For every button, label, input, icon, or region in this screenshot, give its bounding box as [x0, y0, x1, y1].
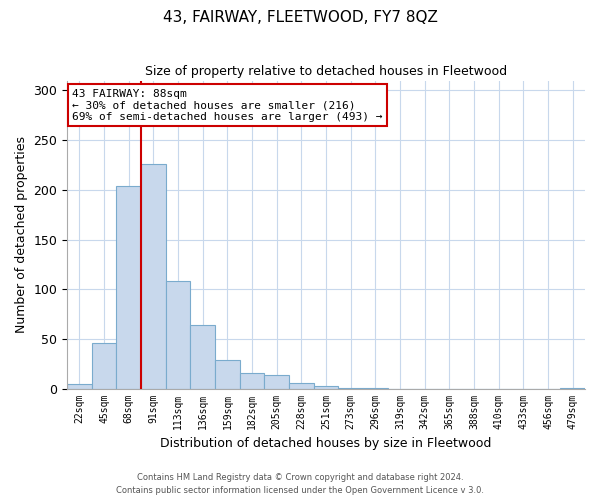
Bar: [289, 382, 314, 388]
Bar: [67, 384, 92, 388]
Bar: [240, 372, 265, 388]
Text: 43, FAIRWAY, FLEETWOOD, FY7 8QZ: 43, FAIRWAY, FLEETWOOD, FY7 8QZ: [163, 10, 437, 25]
Bar: [215, 360, 240, 388]
X-axis label: Distribution of detached houses by size in Fleetwood: Distribution of detached houses by size …: [160, 437, 492, 450]
Bar: [265, 374, 289, 388]
Text: Contains HM Land Registry data © Crown copyright and database right 2024.
Contai: Contains HM Land Registry data © Crown c…: [116, 474, 484, 495]
Text: 43 FAIRWAY: 88sqm
← 30% of detached houses are smaller (216)
69% of semi-detache: 43 FAIRWAY: 88sqm ← 30% of detached hous…: [72, 88, 383, 122]
Bar: [166, 282, 190, 389]
Bar: [314, 386, 338, 388]
Bar: [190, 325, 215, 388]
Y-axis label: Number of detached properties: Number of detached properties: [15, 136, 28, 333]
Title: Size of property relative to detached houses in Fleetwood: Size of property relative to detached ho…: [145, 65, 507, 78]
Bar: [92, 343, 116, 388]
Bar: [116, 186, 141, 388]
Bar: [141, 164, 166, 388]
